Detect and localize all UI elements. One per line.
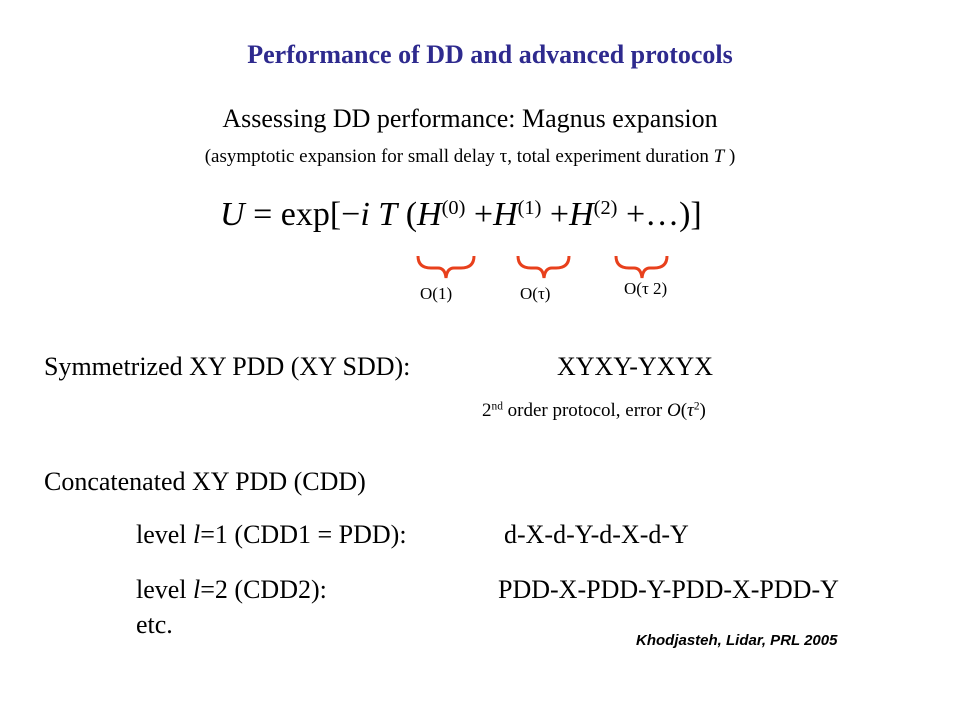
underbrace-0 [416, 255, 476, 279]
order-label-1: O(τ) [520, 284, 551, 303]
underbrace-2 [614, 255, 669, 279]
citation: Khodjasteh, Lidar, PRL 2005 [636, 632, 838, 649]
cdd-etc: etc. [136, 610, 173, 639]
magnus-equation: U = exp[−i T (H(0) +H(1) +H(2) +…)] [220, 196, 702, 234]
equation-sup2: (2) [593, 196, 618, 219]
sdd-sequence: XYXY-YXYX [557, 352, 713, 381]
sdd-note-pre: 2 [482, 400, 492, 421]
sdd-note-open: ( [680, 400, 688, 421]
sdd-note-exp: 2 [693, 400, 700, 413]
equation-H0: H [417, 196, 442, 233]
slide-title: Performance of DD and advanced protocols [247, 40, 733, 69]
equation-H1: H [493, 196, 518, 233]
cdd-level1-label: level l=1 (CDD1 = PDD): [136, 520, 407, 550]
expansion-note-prefix: (asymptotic expansion for small delay τ,… [204, 146, 714, 167]
expansion-note: (asymptotic expansion for small delay τ,… [0, 146, 940, 168]
order-label-0: O(1) [420, 284, 453, 303]
section-subtitle: Assessing DD performance: Magnus expansi… [222, 104, 718, 133]
cdd-level1-l: l [193, 520, 201, 549]
equation-plus-2: + [549, 196, 570, 233]
cdd-heading: Concatenated XY PDD (CDD) [44, 467, 366, 496]
cdd-level1-post: =1 (CDD1 = PDD): [200, 520, 407, 549]
equation-sup1: (1) [517, 196, 542, 219]
cdd-level2-l: l [193, 575, 201, 604]
sdd-note-mid: order protocol, error [502, 400, 667, 421]
underbrace-1 [516, 255, 571, 279]
sdd-note-tau: τ [687, 400, 694, 421]
cdd-level2-post: =2 (CDD2): [200, 575, 327, 604]
cdd-level1-pre: level [136, 520, 194, 549]
cdd-level2-sequence: PDD-X-PDD-Y-PDD-X-PDD-Y [498, 575, 839, 604]
expansion-note-suffix: ) [724, 146, 736, 167]
equation-lhs: U [220, 196, 245, 233]
equation-open: ( [405, 196, 418, 233]
equation-T: T [378, 196, 398, 233]
equation-plus-1: + [473, 196, 494, 233]
sdd-note-close: ) [699, 400, 706, 421]
equation-H2: H [569, 196, 594, 233]
sdd-note-sup: nd [491, 400, 503, 413]
cdd-level2-pre: level [136, 575, 194, 604]
equation-dots: +…)] [625, 196, 702, 233]
order-label-2: O(τ 2) [624, 279, 668, 298]
cdd-level1-sequence: d-X-d-Y-d-X-d-Y [504, 520, 689, 549]
sdd-note-O: O [666, 400, 681, 421]
sdd-label: Symmetrized XY PDD (XY SDD): [44, 352, 411, 381]
cdd-level2-label: level l=2 (CDD2): [136, 575, 327, 605]
expansion-note-T: T [713, 146, 725, 167]
sdd-note: 2nd order protocol, error O(τ2) [482, 400, 706, 422]
equation-i: i [360, 196, 370, 233]
equation-sup0: (0) [441, 196, 466, 219]
equation-exp: = exp[− [253, 196, 361, 233]
